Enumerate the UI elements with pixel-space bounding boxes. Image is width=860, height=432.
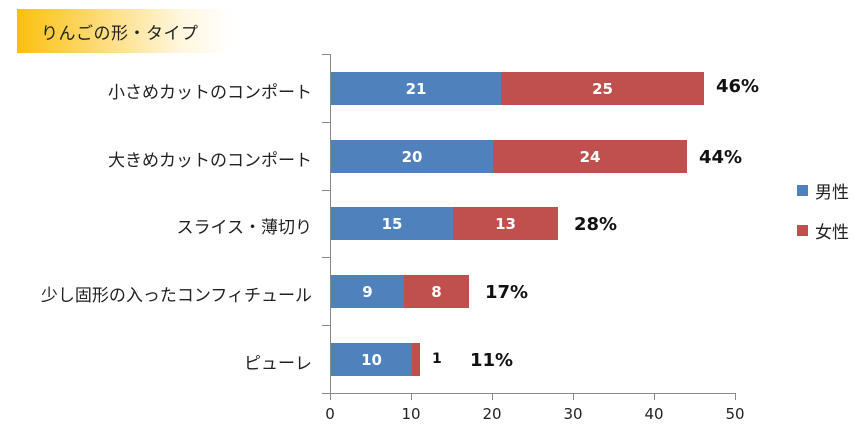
category-label: 大きめカットのコンポート bbox=[108, 151, 312, 171]
bar-value-label: 9 bbox=[362, 282, 373, 301]
total-percent-label: 28% bbox=[574, 214, 618, 235]
x-tick-label: 30 bbox=[563, 405, 583, 423]
x-tick-label: 50 bbox=[725, 405, 745, 423]
bar-segment-female bbox=[412, 343, 420, 376]
x-tick-label: 20 bbox=[482, 405, 502, 423]
total-percent-label: 17% bbox=[485, 282, 529, 303]
bar-segment-male: 21 bbox=[331, 72, 501, 105]
y-tick bbox=[322, 257, 330, 258]
total-percent-label: 11% bbox=[470, 350, 514, 371]
category-label: スライス・薄切り bbox=[176, 218, 313, 238]
x-tick bbox=[330, 393, 331, 400]
bar-value-label: 24 bbox=[579, 147, 601, 166]
bar-value-label: 8 bbox=[431, 282, 442, 301]
bar-segment-male: 9 bbox=[331, 275, 404, 308]
bar-value-label: 15 bbox=[381, 214, 403, 233]
bar-segment-male: 10 bbox=[331, 343, 412, 376]
bar-value-label: 13 bbox=[495, 214, 516, 233]
category-label: ピューレ bbox=[244, 354, 312, 374]
y-tick bbox=[322, 190, 330, 191]
category-label: 少し固形の入ったコンフィチュール bbox=[40, 286, 312, 306]
y-tick bbox=[322, 393, 330, 394]
y-tick bbox=[322, 122, 330, 123]
bar-value-label: 10 bbox=[361, 350, 382, 369]
bar-segment-female: 8 bbox=[404, 275, 469, 308]
legend-label: 女性 bbox=[815, 223, 849, 243]
x-tick-label: 10 bbox=[401, 405, 421, 423]
bar-value-label: 1 bbox=[432, 351, 442, 367]
y-tick bbox=[322, 54, 330, 55]
legend-item-male: 男性 bbox=[797, 178, 849, 203]
x-axis bbox=[323, 393, 736, 394]
bar-segment-male: 15 bbox=[331, 207, 453, 240]
x-tick bbox=[492, 393, 493, 400]
legend-swatch-female bbox=[797, 225, 808, 236]
total-percent-label: 44% bbox=[699, 147, 743, 168]
category-label: 小さめカットのコンポート bbox=[108, 83, 312, 103]
bar-segment-male: 20 bbox=[331, 140, 493, 173]
y-tick bbox=[322, 325, 330, 326]
legend-item-female: 女性 bbox=[797, 218, 849, 243]
x-tick bbox=[573, 393, 574, 400]
y-axis bbox=[330, 54, 331, 394]
bar-segment-female: 13 bbox=[453, 207, 558, 240]
chart-title: りんごの形・タイプ bbox=[41, 24, 199, 44]
bar-segment-female: 25 bbox=[501, 72, 704, 105]
x-tick-label: 0 bbox=[325, 405, 335, 423]
legend-label: 男性 bbox=[815, 183, 849, 203]
x-tick bbox=[654, 393, 655, 400]
x-tick bbox=[735, 393, 736, 400]
bar-value-label: 20 bbox=[401, 147, 423, 166]
legend-swatch-male bbox=[797, 185, 808, 196]
total-percent-label: 46% bbox=[716, 76, 760, 97]
x-tick-label: 40 bbox=[644, 405, 664, 423]
bar-value-label: 25 bbox=[592, 79, 613, 98]
title-band bbox=[17, 9, 233, 53]
bar-value-label: 21 bbox=[405, 79, 427, 98]
bar-segment-female: 24 bbox=[493, 140, 687, 173]
x-tick bbox=[411, 393, 412, 400]
